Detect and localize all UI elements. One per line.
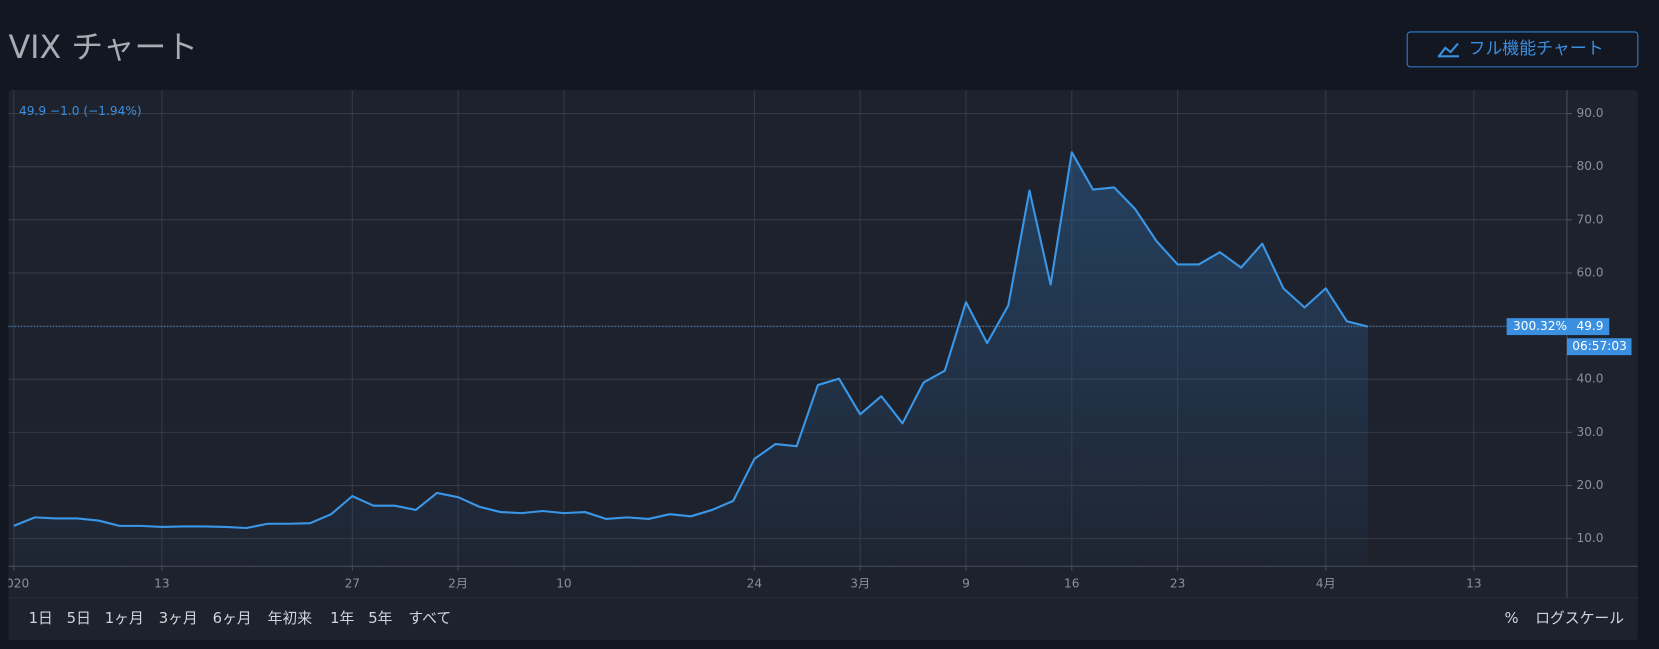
y-tick-label: 60.0 — [1576, 265, 1603, 279]
price-badge-percent: 300.32% — [1513, 319, 1567, 333]
range-button[interactable]: 5日 — [67, 610, 91, 627]
y-tick-label: 40.0 — [1576, 372, 1603, 386]
series — [13, 151, 1369, 567]
x-tick-label: 3月 — [850, 577, 870, 591]
y-tick-label: 20.0 — [1576, 478, 1603, 492]
full-chart-button[interactable]: フル機能チャート — [1406, 31, 1639, 68]
button-icon[interactable] — [1438, 42, 1459, 57]
legend-text: 49.9 −1.0 (−1.94%) — [19, 104, 142, 118]
range-button[interactable]: 1年 — [330, 610, 354, 627]
range-button[interactable]: 年初来 — [268, 610, 313, 627]
y-tick-label: 70.0 — [1576, 212, 1603, 226]
countdown-badge — [1566, 338, 1632, 356]
x-tick-label: 23 — [1170, 577, 1185, 591]
price-badge-value: 49.9 — [1576, 319, 1603, 333]
x-tick-label: 10 — [556, 577, 571, 591]
range-button[interactable]: 1日 — [29, 610, 53, 627]
y-tick-label: 30.0 — [1576, 425, 1603, 439]
x-tick-label: 13 — [154, 577, 169, 591]
x-tick-label: 27 — [345, 577, 360, 591]
x-tick-label: 9 — [962, 577, 970, 591]
plot — [8, 90, 1567, 567]
y-tick-label: 10.0 — [1576, 531, 1603, 545]
page-title: VIX チャート — [8, 30, 198, 66]
range-button[interactable]: 3ヶ月 — [159, 610, 198, 627]
range-button[interactable]: 5年 — [368, 610, 392, 627]
x-tick-label: 2020 — [0, 577, 29, 591]
range-button[interactable]: 6ヶ月 — [213, 610, 252, 627]
x-tick-label: 4月 — [1316, 577, 1336, 591]
scale-option[interactable]: % — [1505, 610, 1519, 627]
button-label[interactable]: フル機能チャート — [1469, 38, 1604, 58]
area-fill — [13, 152, 1369, 567]
countdown-label: 06:57:03 — [1572, 339, 1627, 353]
x-tick-label: 24 — [747, 577, 763, 591]
x-tick-label: 16 — [1064, 577, 1079, 591]
x-axis-labels: 2020 13 27 2月 10 24 3月 9 16 23 4月 13 — [0, 577, 1481, 591]
range-button[interactable]: すべて — [408, 610, 451, 627]
scale-option[interactable]: ログスケール — [1535, 610, 1624, 627]
y-tick-label: 80.0 — [1576, 159, 1603, 173]
x-tick-label: 2月 — [448, 577, 468, 591]
line — [13, 151, 1369, 530]
button-icon-base[interactable] — [1437, 55, 1460, 58]
range-button[interactable]: 1ヶ月 — [105, 610, 144, 627]
y-tick-label: 90.0 — [1576, 106, 1603, 120]
button-frame[interactable] — [1406, 31, 1639, 68]
price-badge — [1506, 318, 1610, 336]
toolbar: 1日 5日 1ヶ月 3ヶ月 6ヶ月 年初来 1年 5年 すべて% ログスケール — [29, 610, 1625, 627]
x-tick-label: 13 — [1466, 577, 1481, 591]
